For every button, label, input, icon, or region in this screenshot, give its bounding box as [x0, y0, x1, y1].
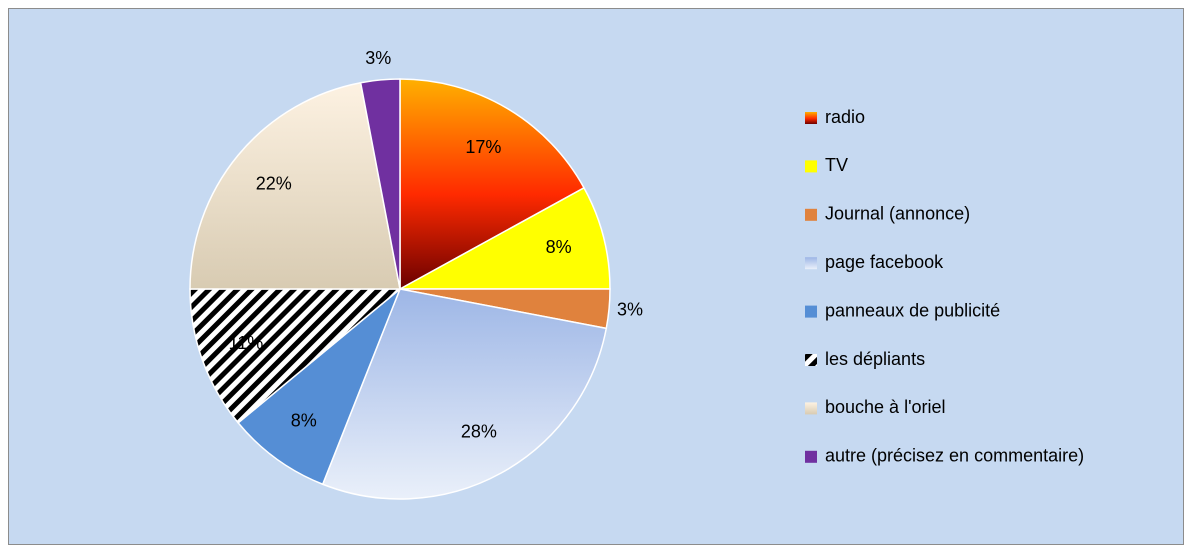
pie-slice	[189, 288, 403, 424]
legend-label: Journal (annonce)	[825, 204, 970, 224]
legend-label: autre (précisez en commentaire)	[825, 446, 1084, 466]
legend-swatch	[805, 354, 817, 366]
pie-slice	[399, 78, 586, 291]
legend-label: bouche à l'oriel	[825, 397, 946, 417]
legend-swatch	[805, 257, 817, 270]
legend-swatch	[805, 450, 817, 463]
legend-label: radio	[825, 107, 865, 127]
data-label: 17%	[465, 137, 501, 157]
data-label: 28%	[461, 421, 497, 441]
legend-swatch	[805, 305, 817, 318]
pie-slice	[321, 288, 608, 500]
legend-swatch	[805, 402, 817, 415]
legend-label: les dépliants	[825, 349, 925, 369]
pie-slice	[359, 78, 401, 290]
pie-slice	[237, 288, 401, 486]
legend-swatch	[805, 160, 817, 173]
data-label: 8%	[546, 237, 572, 257]
data-label: 8%	[291, 410, 317, 430]
legend-label: panneaux de publicité	[825, 300, 1000, 320]
legend-swatch	[805, 112, 817, 124]
data-label: 3%	[617, 299, 643, 319]
legend-label: TV	[825, 155, 848, 175]
pie-slice	[189, 81, 401, 290]
legend-swatch	[805, 208, 817, 221]
legend-label: page facebook	[825, 252, 944, 272]
data-label: 22%	[256, 173, 292, 193]
data-label: 11%	[229, 333, 264, 353]
pie-slice	[399, 186, 611, 290]
data-label: 3%	[365, 48, 391, 68]
